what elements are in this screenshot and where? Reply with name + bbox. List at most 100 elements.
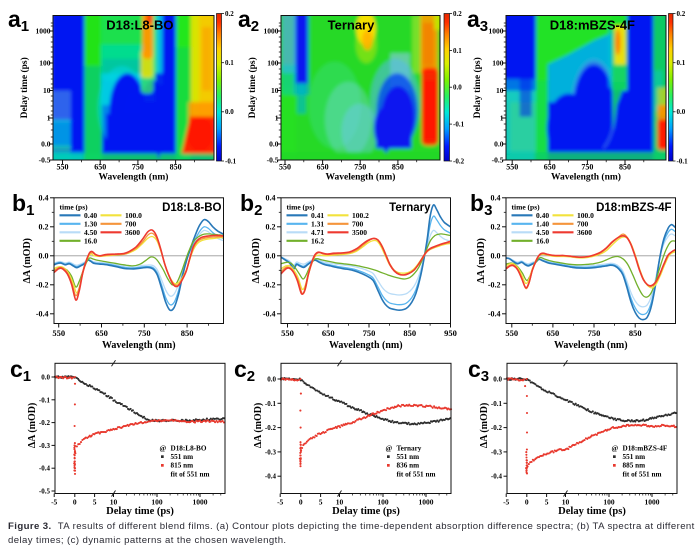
svg-text:-5: -5 [277, 498, 283, 507]
svg-text:Delay time (ps): Delay time (ps) [106, 506, 174, 517]
svg-text:10: 10 [110, 498, 118, 507]
svg-text:Wavelength (nm): Wavelength (nm) [326, 172, 396, 183]
svg-text:1: 1 [275, 114, 279, 123]
svg-text:885 nm: 885 nm [623, 462, 646, 470]
svg-text:0.2: 0.2 [39, 223, 49, 232]
svg-text:100: 100 [39, 59, 51, 68]
svg-text:-0.4: -0.4 [39, 465, 51, 473]
svg-text:Delay time (ps): Delay time (ps) [472, 57, 483, 118]
svg-text:@: @ [612, 445, 619, 453]
svg-text:0.0: 0.0 [269, 140, 279, 149]
svg-text:0.40: 0.40 [84, 211, 97, 220]
svg-text:ΔA (mOD): ΔA (mOD) [22, 238, 33, 283]
svg-text:850: 850 [403, 328, 416, 338]
svg-text:1000: 1000 [193, 498, 208, 507]
svg-text:time (ps): time (ps) [287, 203, 316, 212]
svg-text:0.0: 0.0 [266, 252, 276, 261]
svg-text:1: 1 [500, 114, 504, 123]
svg-text:1000: 1000 [264, 27, 279, 36]
svg-text:100.2: 100.2 [352, 211, 369, 220]
svg-text:700: 700 [125, 220, 137, 229]
svg-text:5: 5 [545, 498, 549, 507]
svg-text:551 nm: 551 nm [397, 453, 420, 461]
svg-text:650: 650 [317, 163, 329, 172]
svg-text:ΔA (mOD): ΔA (mOD) [27, 403, 38, 448]
svg-text:100: 100 [603, 498, 615, 507]
svg-text:-0.1: -0.1 [453, 121, 465, 129]
svg-text:4.50: 4.50 [84, 228, 97, 237]
svg-text:0.0: 0.0 [41, 140, 51, 149]
svg-text:0.0: 0.0 [453, 84, 462, 92]
svg-text:550: 550 [57, 163, 69, 172]
svg-text:0.2: 0.2 [491, 223, 501, 232]
svg-text:550: 550 [505, 328, 518, 338]
svg-text:100: 100 [492, 59, 504, 68]
svg-text:-0.3: -0.3 [491, 448, 503, 456]
svg-text:fit of 551 nm: fit of 551 nm [397, 471, 436, 479]
svg-text:-0.2: -0.2 [453, 157, 465, 165]
svg-text:-0.4: -0.4 [491, 473, 503, 481]
svg-text:-5: -5 [503, 498, 509, 507]
svg-text:delay times; (c) dynamic patte: delay times; (c) dynamic patterns at the… [8, 535, 287, 546]
svg-text:5: 5 [93, 498, 97, 507]
svg-text:-0.1: -0.1 [39, 396, 51, 404]
svg-text:10: 10 [336, 498, 344, 507]
svg-text:0.0: 0.0 [491, 252, 501, 261]
svg-text:551 nm: 551 nm [623, 453, 646, 461]
svg-text:0.2: 0.2 [677, 10, 686, 18]
svg-text:Delay time (ps): Delay time (ps) [558, 506, 626, 517]
svg-text:-0.2: -0.2 [491, 424, 503, 432]
svg-text:0.40: 0.40 [536, 211, 549, 220]
svg-text:time (ps): time (ps) [512, 203, 541, 212]
svg-text:fit of 551 nm: fit of 551 nm [171, 471, 210, 479]
svg-text:ΔA (mOD): ΔA (mOD) [251, 238, 262, 283]
svg-text:950: 950 [444, 328, 457, 338]
svg-text:16.0: 16.0 [84, 237, 97, 246]
svg-text:0.2: 0.2 [266, 223, 276, 232]
svg-text:0.1: 0.1 [677, 59, 686, 67]
svg-text:1000: 1000 [419, 498, 434, 507]
svg-text:ΔA (mOD): ΔA (mOD) [476, 238, 487, 283]
svg-text:100.0: 100.0 [577, 211, 594, 220]
svg-text:Ternary: Ternary [397, 445, 422, 453]
svg-text:ΔA (mOD): ΔA (mOD) [253, 403, 264, 448]
svg-text:0.0: 0.0 [677, 108, 686, 116]
svg-text:Delay time (ps): Delay time (ps) [19, 57, 30, 118]
svg-text:10: 10 [496, 86, 504, 95]
svg-text:-0.1: -0.1 [491, 400, 503, 408]
svg-text:-0.1: -0.1 [225, 157, 237, 165]
svg-text:-5: -5 [51, 498, 57, 507]
svg-text:850: 850 [619, 163, 631, 172]
svg-text:0.0: 0.0 [494, 140, 504, 149]
svg-text:D18:mBZS-4F: D18:mBZS-4F [596, 202, 671, 214]
svg-text:750: 750 [354, 163, 366, 172]
svg-text:0: 0 [299, 498, 303, 507]
svg-text:Figure 3. TA results of diffe: Figure 3. TA results of different blend … [8, 521, 695, 532]
svg-text:4.71: 4.71 [311, 228, 324, 237]
svg-text:0.1: 0.1 [225, 59, 234, 67]
svg-text:850: 850 [170, 163, 182, 172]
svg-text:0: 0 [525, 498, 529, 507]
svg-text:3600: 3600 [125, 228, 140, 237]
svg-text:750: 750 [581, 163, 593, 172]
svg-text:1.40: 1.40 [536, 220, 549, 229]
svg-text:-0.2: -0.2 [36, 281, 49, 290]
svg-text:0.0: 0.0 [493, 376, 502, 384]
svg-text:550: 550 [506, 163, 518, 172]
svg-text:-0.4: -0.4 [263, 310, 276, 319]
svg-text:650: 650 [95, 328, 108, 338]
svg-text:16.0: 16.0 [536, 237, 549, 246]
svg-text:-0.2: -0.2 [488, 281, 501, 290]
svg-text:ΔA (mOD): ΔA (mOD) [479, 403, 490, 448]
svg-text:D18:L8-BO: D18:L8-BO [162, 202, 221, 214]
svg-text:4.50: 4.50 [536, 228, 549, 237]
svg-text:650: 650 [322, 328, 335, 338]
svg-text:650: 650 [544, 163, 556, 172]
svg-text:D18:L8-BO: D18:L8-BO [106, 18, 173, 33]
svg-text:850: 850 [629, 328, 642, 338]
svg-text:700: 700 [577, 220, 589, 229]
svg-text:0: 0 [73, 498, 77, 507]
svg-text:1.30: 1.30 [84, 220, 97, 229]
svg-text:-0.4: -0.4 [36, 310, 49, 319]
svg-text:650: 650 [547, 328, 560, 338]
